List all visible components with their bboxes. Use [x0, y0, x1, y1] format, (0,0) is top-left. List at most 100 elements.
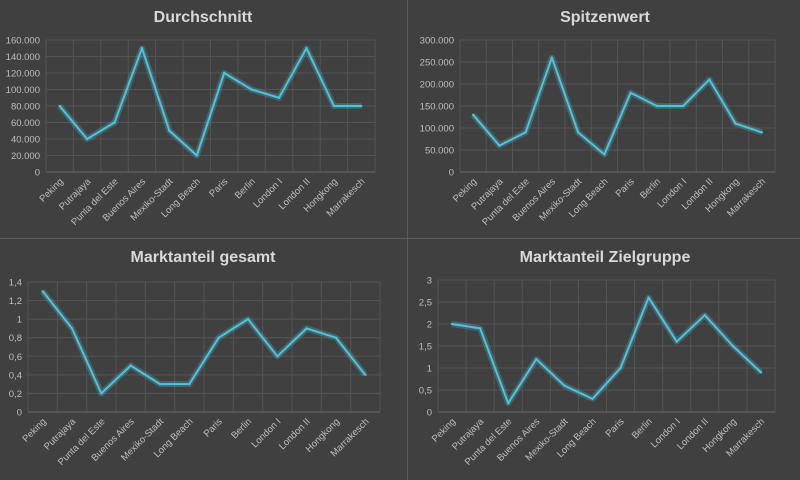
y-tick-label: 1	[427, 364, 432, 375]
chart-marktanteil-gesamt: Marktanteil gesamt 0 0,2 0,4 0,6 0,8 1 1,2 1,4 Pe…	[9, 249, 381, 468]
chart-marktanteil-zielgruppe: Marktanteil Zielgruppe00,511,522,53Pekin…	[419, 249, 776, 468]
data-point-hongkong	[731, 344, 735, 348]
y-tick-label: 1,2	[9, 296, 22, 307]
data-point-putrajaya	[70, 327, 74, 330]
y-tick-label: 2,5	[419, 298, 432, 309]
y-tick-label: 3	[427, 276, 432, 287]
chart-panel-durchschnitt: Durchschnitt 0 20.000 40.000 60.000 80.000 100…	[0, 0, 400, 240]
y-tick-label: 150.000	[420, 102, 454, 113]
y-tick-label: 120.000	[6, 69, 40, 80]
data-point-putrajaya	[498, 144, 501, 147]
y-tick-label: 20.000	[11, 151, 40, 162]
y-tick-label: 0,6	[9, 352, 22, 363]
y-tick-label: 1,4	[9, 278, 22, 289]
horizontal-divider	[0, 238, 800, 239]
y-tick-label: 0	[17, 408, 22, 419]
data-point-marrakesch	[760, 131, 764, 134]
x-tick-label-berlin: Berlin	[630, 416, 655, 441]
y-tick-label: 50.000	[425, 146, 454, 157]
data-point-putrajaya	[478, 327, 482, 330]
y-tick-label: 40.000	[11, 135, 40, 146]
vertical-divider	[407, 0, 408, 480]
data-point-peking	[58, 104, 61, 108]
y-tick-label: 1,5	[419, 342, 432, 353]
data-point-berlin	[250, 88, 253, 91]
data-point-punta-del-este	[507, 402, 510, 405]
data-point-paris	[223, 71, 226, 75]
data-point-peking	[41, 290, 44, 293]
x-tick-label-peking: Peking	[20, 416, 48, 444]
x-tick-label-paris: Paris	[207, 176, 230, 199]
data-point-marrakesch	[360, 104, 363, 108]
y-tick-label: 0,4	[9, 370, 22, 381]
data-point-london-i	[276, 355, 279, 358]
y-tick-label: 200.000	[420, 80, 454, 91]
y-tick-label: 160.000	[6, 36, 40, 47]
y-tick-label: 100.000	[420, 124, 454, 135]
data-point-punta-del-este	[524, 131, 527, 134]
x-tick-label-berlin: Berlin	[233, 176, 258, 201]
data-point-putrajaya	[85, 137, 89, 141]
y-tick-label: 0,5	[419, 386, 432, 397]
data-point-long-beach	[591, 397, 594, 400]
chart-title: Marktanteil Zielgruppe	[520, 249, 691, 266]
x-tick-label-paris: Paris	[614, 176, 637, 199]
data-point-hongkong	[334, 336, 338, 339]
series-line	[472, 56, 763, 156]
data-point-buenos-aires	[140, 47, 144, 50]
data-point-punta-del-este	[100, 392, 103, 395]
y-tick-label: 0	[35, 168, 40, 179]
data-point-mexiko-stadt	[576, 131, 580, 134]
series-line	[451, 296, 762, 405]
chart-spitzenwert: Spitzenwert 0 50.000 100.000 150.000 200.000 2…	[420, 9, 776, 228]
x-tick-label-paris: Paris	[202, 416, 225, 439]
y-tick-label: 0,8	[9, 333, 22, 344]
y-tick-label: 0	[427, 408, 432, 419]
y-tick-label: 100.000	[6, 85, 40, 96]
x-tick-label-berlin: Berlin	[229, 416, 254, 441]
data-point-london-i	[681, 104, 685, 108]
chart-panel-spitzenwert: Spitzenwert 0 50.000 100.000 150.000 200.000 2…	[400, 0, 800, 240]
data-point-punta-del-este	[113, 121, 116, 124]
y-tick-label: 140.000	[6, 52, 40, 63]
data-point-berlin	[647, 296, 650, 299]
data-point-buenos-aires	[129, 364, 132, 367]
chart-title: Spitzenwert	[560, 9, 650, 26]
series-line	[41, 290, 367, 395]
data-point-long-beach	[195, 154, 198, 157]
chart-panel-marktanteil-zielgruppe: Marktanteil Zielgruppe 0 0,5 1 1,5 2 2,5 3 Pekin…	[400, 240, 800, 480]
data-point-london-i	[675, 340, 678, 343]
data-point-mexiko-stadt	[168, 129, 171, 132]
y-tick-label: 0,2	[9, 389, 22, 400]
data-point-london-ii	[703, 314, 706, 317]
data-point-peking	[450, 322, 454, 326]
data-point-london-ii	[305, 327, 308, 330]
x-tick-label-paris: Paris	[604, 416, 627, 439]
chart-panel-marktanteil-gesamt: Marktanteil gesamt 0 0,2 0,4 0,6 0,8 1 1,2 1,4 Pe…	[0, 240, 400, 480]
data-point-berlin	[655, 104, 659, 108]
data-point-paris	[217, 336, 220, 339]
data-point-hongkong	[332, 104, 336, 108]
y-tick-label: 0	[449, 168, 454, 179]
y-tick-label: 1	[17, 315, 22, 326]
y-tick-label: 300.000	[420, 36, 454, 47]
data-point-peking	[471, 113, 475, 117]
data-point-london-ii	[305, 47, 308, 50]
data-point-hongkong	[734, 122, 737, 125]
chart-durchschnitt: Durchschnitt 0 20.000 40.000 60.000 80.000 100…	[6, 9, 376, 228]
data-point-long-beach	[188, 382, 191, 386]
y-tick-label: 250.000	[420, 58, 454, 69]
series-line	[58, 47, 362, 157]
data-point-london-ii	[708, 78, 711, 81]
y-tick-label: 60.000	[11, 118, 40, 129]
data-point-long-beach	[603, 153, 606, 156]
data-point-mexiko-stadt	[563, 384, 566, 387]
chart-title: Durchschnitt	[154, 9, 253, 26]
data-point-paris	[619, 366, 622, 370]
data-point-buenos-aires	[550, 56, 554, 59]
data-point-london-i	[277, 96, 281, 99]
chart-title: Marktanteil gesamt	[131, 249, 277, 266]
data-point-marrakesch	[364, 373, 367, 377]
data-point-marrakesch	[759, 371, 763, 374]
